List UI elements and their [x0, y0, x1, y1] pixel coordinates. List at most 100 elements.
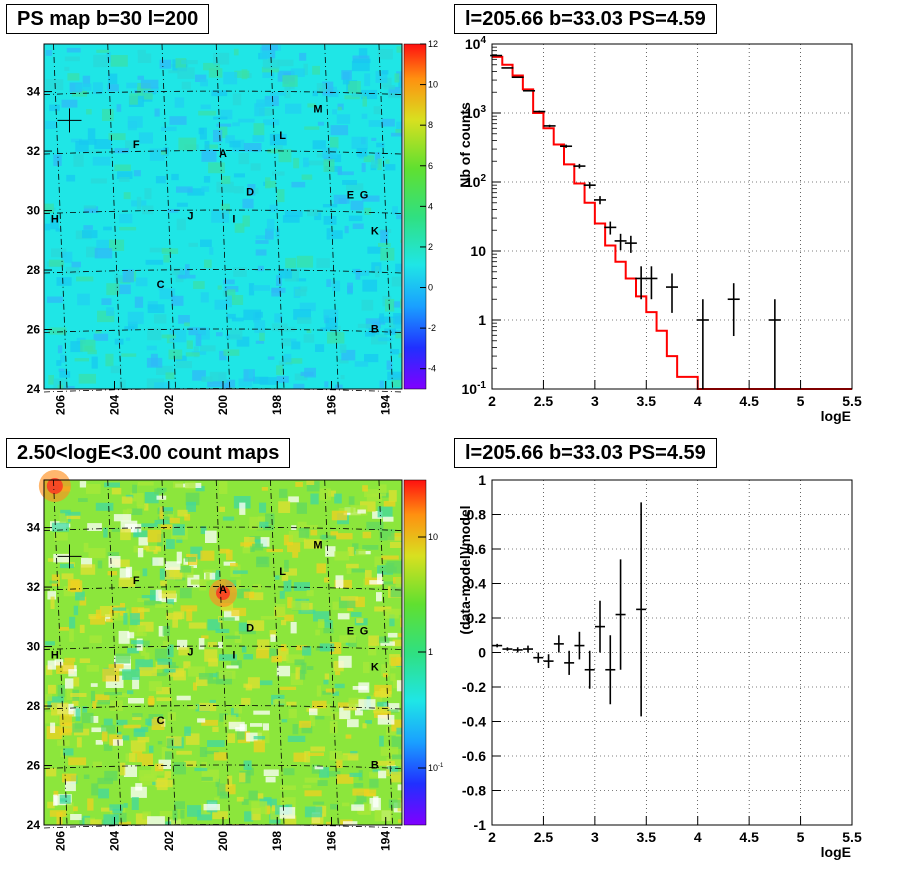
- map-texture-cell: [391, 132, 402, 137]
- map-texture-cell: [377, 636, 390, 644]
- map-texture-cell: [374, 556, 382, 567]
- x-tick-label: 3: [591, 829, 599, 845]
- map-texture-cell: [81, 557, 93, 568]
- map-texture-cell: [91, 356, 98, 369]
- spectrum-point: [666, 273, 678, 313]
- map-texture-cell: [357, 323, 373, 328]
- map-texture-cell: [59, 715, 72, 726]
- map-texture-cell: [301, 723, 313, 734]
- map-texture-cell: [61, 251, 73, 263]
- spectrum-point: [501, 67, 514, 69]
- map-texture-cell: [64, 781, 76, 792]
- map-texture-cell: [314, 766, 324, 770]
- map-texture-cell: [361, 89, 378, 100]
- map-texture-cell: [176, 695, 191, 701]
- map-texture-cell: [164, 567, 183, 580]
- map-texture-cell: [45, 694, 53, 702]
- graticule-meridian: [107, 479, 122, 826]
- map-texture-cell: [212, 811, 228, 820]
- source-label-b: B: [371, 759, 379, 771]
- map-texture-cell: [61, 722, 75, 733]
- map-texture-cell: [223, 349, 240, 356]
- map-texture-cell: [345, 642, 350, 646]
- map-texture-cell: [184, 514, 191, 521]
- map-texture-cell: [59, 627, 69, 631]
- map-texture-cell: [389, 766, 398, 774]
- map-texture-cell: [307, 209, 319, 217]
- map-texture-cell: [331, 230, 343, 239]
- map-texture-cell: [65, 511, 81, 516]
- map-texture-cell: [281, 575, 289, 582]
- map-texture-cell: [105, 353, 114, 367]
- residual-y-ticks: -1 -0.8 -0.6 -0.4 -0.2 0 0.2 0.4 0.6 0.8 1: [462, 472, 501, 833]
- map-texture-cell: [69, 616, 76, 629]
- map-texture-cell: [75, 591, 85, 601]
- map-texture-cell: [355, 708, 363, 716]
- map-texture-cell: [59, 371, 71, 378]
- map-texture-cell: [214, 299, 228, 310]
- map-texture-cell: [53, 794, 58, 806]
- map-texture-cell: [108, 664, 124, 669]
- map-texture-cell: [118, 630, 130, 644]
- spectrum-point: [583, 182, 596, 189]
- map-texture-cell: [287, 735, 306, 742]
- map-texture-cell: [366, 494, 383, 502]
- colorbar-tick-label: 8: [428, 120, 433, 130]
- map-texture-cell: [103, 814, 119, 825]
- spectrum-point: [560, 144, 573, 148]
- map-texture-cell: [110, 365, 123, 374]
- map-texture-cell: [294, 659, 305, 666]
- map-texture-cell: [166, 612, 182, 620]
- map-texture-cell: [313, 715, 325, 720]
- map-texture-cell: [271, 655, 282, 663]
- map-texture-cell: [364, 570, 372, 579]
- map-texture-cell: [147, 327, 162, 341]
- map-texture-cell: [382, 70, 389, 75]
- map-texture-cell: [69, 629, 74, 642]
- map-texture-cell: [214, 797, 219, 801]
- map-texture-cell: [400, 239, 402, 243]
- map-texture-cell: [259, 680, 273, 686]
- map-texture-cell: [259, 377, 277, 385]
- map-texture-cell: [228, 721, 245, 730]
- map-texture-cell: [385, 159, 390, 164]
- map-texture-cell: [379, 566, 397, 573]
- map-texture-cell: [219, 506, 225, 512]
- map-texture-cell: [147, 304, 165, 313]
- map-texture-cell: [218, 670, 236, 679]
- map-texture-cell: [127, 690, 134, 695]
- residual-point: [615, 559, 626, 670]
- map-texture-cell: [379, 735, 384, 747]
- map-texture-cell: [138, 537, 149, 546]
- map-texture-cell: [108, 133, 126, 141]
- map-texture-cell: [393, 301, 402, 308]
- map-texture-cell: [107, 84, 119, 92]
- ps-map-colorbar-ticks: 12 10 8 6 4 2 0 -2 -4: [420, 39, 438, 374]
- map-texture-cell: [211, 210, 229, 223]
- map-texture-cell: [133, 528, 139, 537]
- spectrum-panel: 2 2.5 3 3.5 4 4.5 5 5.5 10-1 1 10 102 103 104 logE N…: [457, 35, 862, 424]
- map-texture-cell: [400, 548, 402, 560]
- ps-map-y-ticks: 24 26 28 30 32 34: [27, 85, 52, 396]
- map-texture-cell: [140, 79, 159, 89]
- map-texture-cell: [128, 321, 138, 329]
- colorbar-tick-label: -2: [428, 323, 436, 333]
- map-texture-cell: [190, 579, 203, 585]
- map-texture-cell: [175, 361, 192, 369]
- map-texture-cell: [324, 620, 333, 628]
- map-texture-cell: [153, 546, 158, 554]
- map-texture-cell: [346, 563, 359, 569]
- map-texture-cell: [372, 511, 383, 519]
- map-texture-cell: [391, 532, 402, 537]
- map-texture-cell: [193, 682, 197, 691]
- map-texture-cell: [112, 808, 123, 814]
- map-texture-cell: [356, 792, 367, 803]
- y-tick-label: 32: [27, 144, 41, 158]
- map-texture-cell: [203, 62, 220, 71]
- map-texture-cell: [172, 267, 184, 276]
- map-texture-cell: [227, 775, 233, 787]
- map-texture-cell: [87, 798, 94, 811]
- map-texture-cell: [330, 136, 339, 149]
- map-texture-cell: [310, 493, 319, 505]
